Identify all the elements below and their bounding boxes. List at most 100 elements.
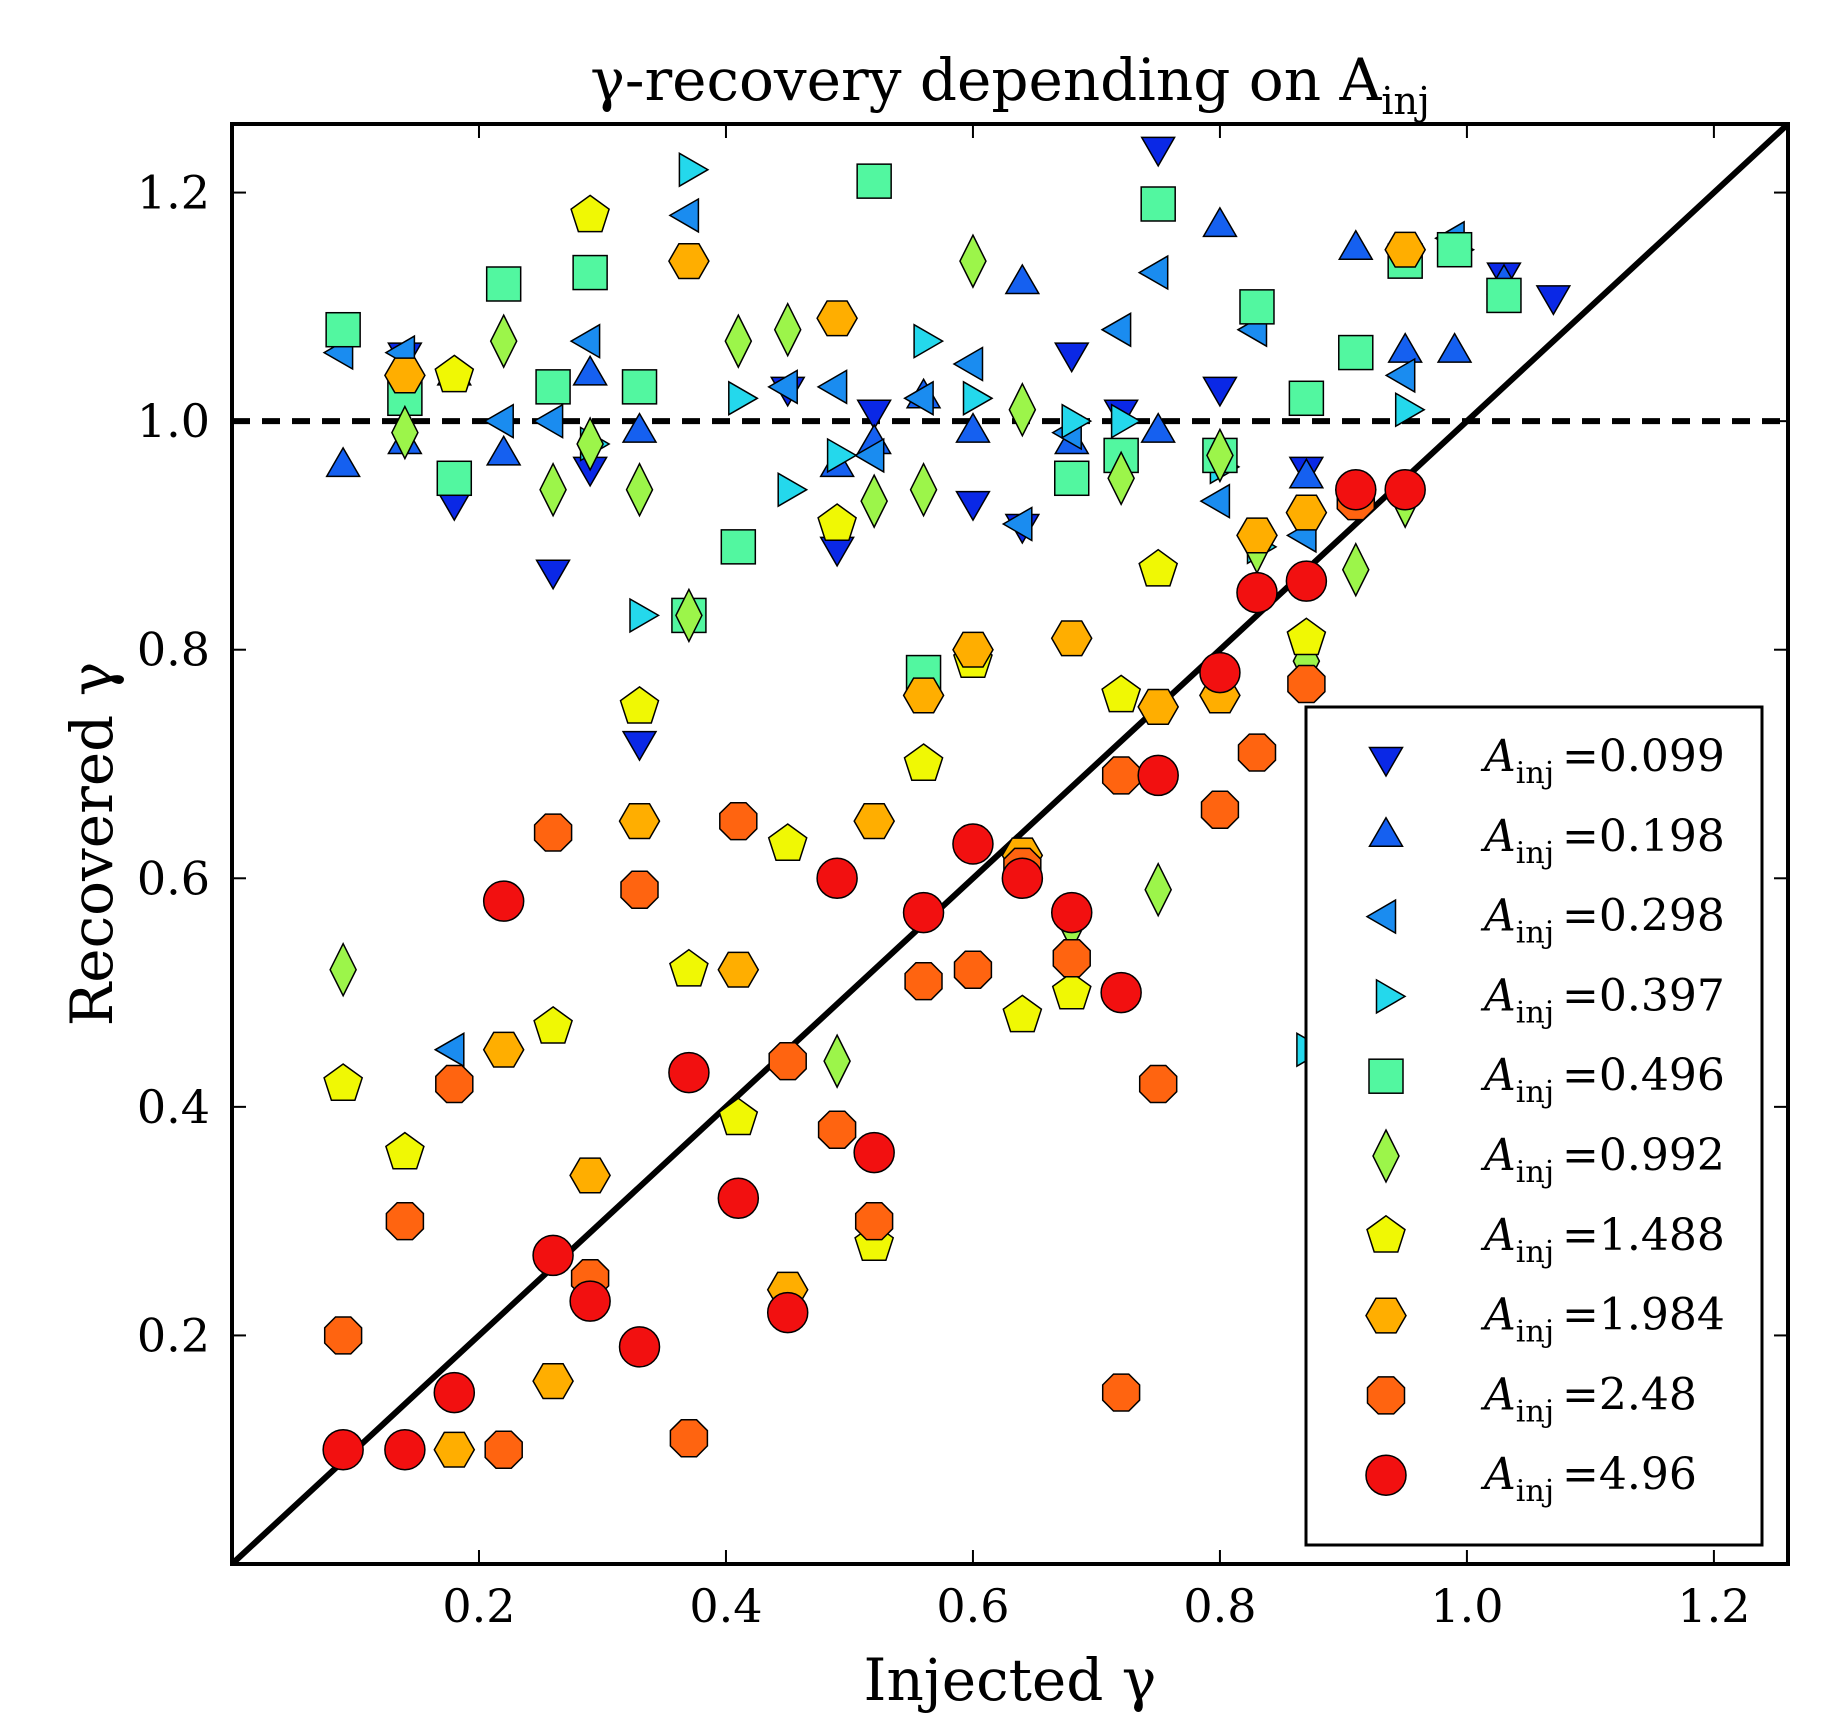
data-point: [903, 743, 944, 781]
data-point: [768, 1041, 807, 1081]
data-point: [485, 434, 522, 466]
legend-item: Ainj =0.397: [1375, 970, 1725, 1030]
x-tick-label: 0.6: [936, 1579, 1009, 1633]
legend-marker: [1365, 1297, 1407, 1334]
data-point: [719, 801, 758, 841]
y-tick-label: 0.6: [137, 851, 210, 905]
y-tick-label: 1.2: [137, 166, 210, 220]
series-6: [323, 194, 1327, 1261]
data-point: [1101, 756, 1141, 795]
data-point: [385, 1201, 425, 1241]
data-point: [1202, 206, 1238, 238]
data-point: [1001, 506, 1033, 542]
data-point: [483, 403, 514, 439]
data-point: [1387, 332, 1423, 363]
data-point: [532, 1234, 574, 1277]
data-point: [909, 462, 938, 518]
legend-item: Ainj =4.96: [1365, 1449, 1697, 1509]
data-point: [436, 460, 473, 497]
data-point: [959, 233, 987, 289]
data-point: [1239, 289, 1275, 325]
data-point: [955, 490, 991, 522]
data-point: [1236, 571, 1278, 614]
data-point: [856, 163, 892, 199]
data-point: [854, 1201, 894, 1241]
y-tick-label: 1.0: [137, 394, 210, 448]
data-point: [325, 446, 361, 478]
data-point: [1107, 450, 1135, 506]
legend-item: Ainj =0.198: [1368, 811, 1725, 871]
legend-marker: [1368, 816, 1404, 848]
data-point: [1288, 457, 1325, 489]
data-point: [621, 369, 658, 405]
data-point: [323, 1316, 363, 1355]
x-axis-label: Injected γ: [864, 1646, 1157, 1714]
data-point: [620, 870, 659, 909]
legend-item: Ainj =0.496: [1368, 1050, 1725, 1110]
y-axis-label: Recovered γ: [58, 662, 126, 1027]
data-point: [1285, 494, 1328, 531]
data-point: [913, 323, 945, 359]
data-point: [675, 587, 703, 644]
chart-title-text: γ-recovery depending on Ainj: [590, 46, 1430, 123]
data-point: [668, 243, 710, 280]
chart-title: γ-recovery depending on Ainj: [590, 46, 1430, 123]
legend-marker: [1365, 1454, 1407, 1496]
data-point: [773, 302, 802, 358]
legend-marker: [1365, 898, 1397, 935]
legend-item: Ainj =1.488: [1366, 1210, 1725, 1270]
data-point: [1144, 862, 1173, 918]
data-point: [1384, 231, 1427, 268]
data-point: [1052, 939, 1091, 978]
data-point: [962, 380, 994, 416]
data-point: [1199, 651, 1241, 694]
data-point: [1436, 231, 1473, 268]
data-point: [576, 416, 604, 472]
data-point: [482, 1031, 525, 1068]
data-point: [384, 1428, 426, 1471]
data-point: [1137, 754, 1179, 797]
legend-marker: [1375, 978, 1407, 1015]
data-point: [817, 1110, 857, 1149]
x-tick-label: 1.0: [1430, 1579, 1503, 1633]
data-point: [1202, 376, 1238, 408]
legend-item: Ainj =0.099: [1368, 731, 1725, 791]
data-point: [1436, 332, 1473, 363]
series-9: [322, 468, 1426, 1471]
data-point: [532, 1363, 574, 1400]
data-point: [1288, 380, 1325, 417]
data-point: [619, 685, 660, 724]
data-point: [569, 1280, 611, 1322]
data-point: [1535, 285, 1572, 316]
legend-label: Ainj =0.198: [1480, 811, 1725, 871]
data-point: [955, 412, 991, 443]
data-point: [572, 354, 608, 386]
y-tick-label: 0.2: [137, 1308, 210, 1362]
data-point: [1341, 542, 1370, 598]
data-point: [1138, 1064, 1178, 1104]
data-point: [485, 266, 522, 302]
plot-frame: [230, 122, 1790, 1566]
data-point: [482, 880, 525, 922]
data-point: [952, 346, 984, 382]
data-point: [816, 300, 858, 337]
x-axis: 0.2 0.4 0.6 0.8 1.0 1.2: [442, 124, 1750, 1633]
data-point: [533, 1005, 573, 1044]
legend-label: Ainj =1.984: [1480, 1290, 1725, 1350]
data-point: [570, 194, 610, 233]
x-tick-label: 1.2: [1677, 1579, 1750, 1633]
legend-label: Ainj =0.298: [1480, 891, 1725, 951]
data-point: [1338, 334, 1374, 371]
data-point: [853, 803, 896, 840]
data-point: [903, 380, 934, 416]
data-point: [766, 1291, 809, 1334]
data-point: [669, 1419, 709, 1458]
data-point: [826, 437, 858, 474]
axis-labels: Injected γ Recovered γ: [58, 662, 1156, 1714]
data-point: [1101, 674, 1142, 713]
data-point: [777, 472, 809, 508]
data-point: [953, 950, 993, 989]
data-point: [1050, 891, 1093, 934]
data-point: [1200, 790, 1240, 829]
series-8: [323, 481, 1376, 1469]
